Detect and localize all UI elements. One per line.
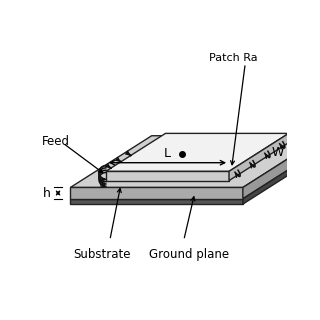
Text: W: W [271, 146, 284, 159]
Polygon shape [106, 133, 289, 171]
Polygon shape [70, 188, 243, 198]
Polygon shape [243, 147, 320, 204]
Polygon shape [70, 136, 320, 188]
Polygon shape [70, 147, 320, 198]
Polygon shape [70, 198, 243, 204]
Polygon shape [243, 136, 320, 198]
Text: Patch Ra: Patch Ra [209, 53, 258, 63]
Polygon shape [229, 133, 289, 180]
Text: h: h [43, 187, 51, 199]
Text: Ground plane: Ground plane [148, 248, 229, 261]
Text: Feed: Feed [42, 135, 70, 148]
Text: Substrate: Substrate [74, 248, 131, 261]
Polygon shape [106, 171, 229, 180]
Text: L: L [164, 147, 171, 160]
